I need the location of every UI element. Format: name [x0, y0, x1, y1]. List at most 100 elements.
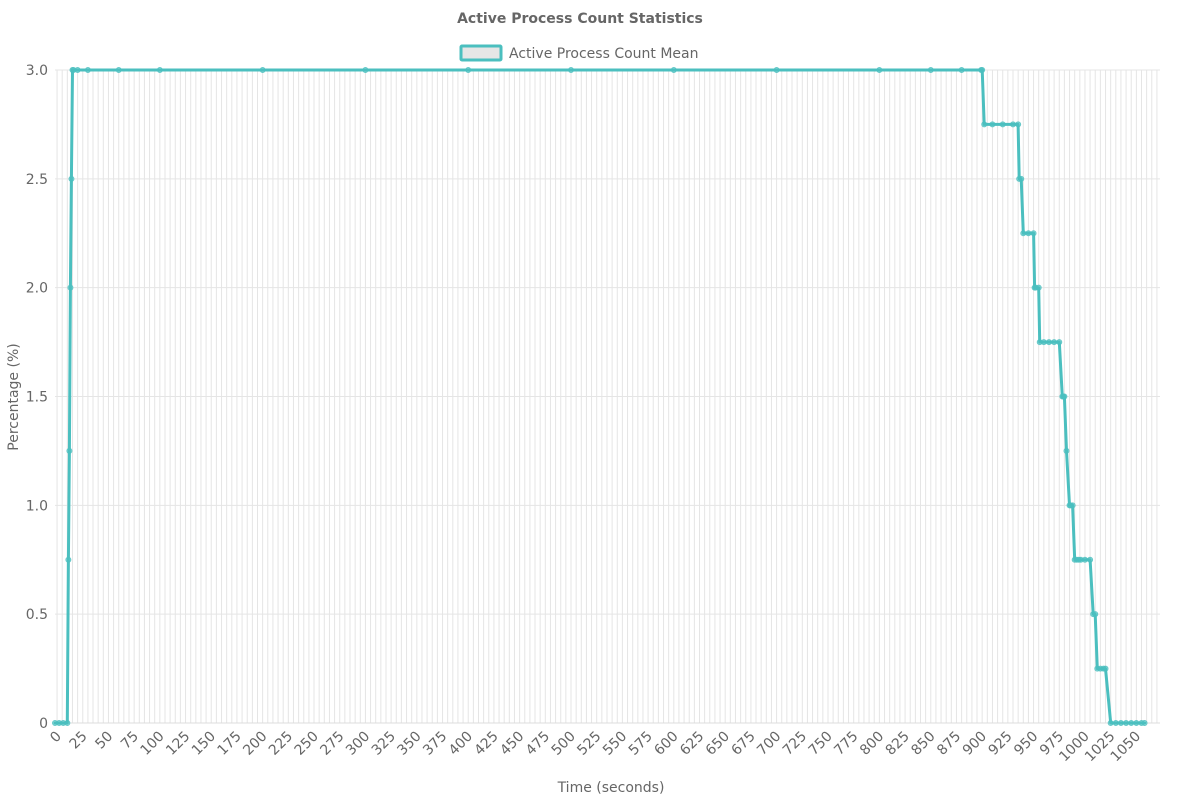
y-axis-title: Percentage (%) — [6, 343, 22, 450]
data-point[interactable] — [1123, 720, 1130, 726]
data-point[interactable] — [1051, 339, 1058, 346]
data-point[interactable] — [1010, 121, 1017, 128]
data-point[interactable] — [1112, 720, 1119, 726]
y-grid — [55, 69, 1160, 724]
x-tick-label: 875 — [934, 729, 964, 759]
x-tick-label: 650 — [703, 729, 733, 759]
x-tick-labels: 0 25 50 75100125150175200225250275300325350… — [47, 729, 1144, 766]
data-point[interactable] — [156, 67, 163, 73]
data-point[interactable] — [1040, 339, 1047, 346]
x-tick-label: 725 — [780, 729, 810, 759]
x-tick-label: 950 — [1011, 729, 1041, 759]
x-tick-label: 450 — [497, 729, 527, 759]
data-point[interactable] — [1081, 556, 1088, 563]
x-tick-label: 700 — [754, 729, 784, 759]
data-point[interactable] — [927, 67, 934, 73]
x-tick-label: 550 — [600, 729, 630, 759]
data-point[interactable] — [1141, 720, 1148, 726]
data-point[interactable] — [1133, 720, 1140, 726]
data-point[interactable] — [1092, 611, 1099, 618]
data-point[interactable] — [84, 67, 91, 73]
data-point[interactable] — [989, 121, 996, 128]
y-tick-label: 0.5 — [26, 607, 48, 623]
data-point[interactable] — [876, 67, 883, 73]
legend[interactable]: Active Process Count Mean — [459, 44, 699, 62]
data-point[interactable] — [773, 67, 780, 73]
x-tick-label: 900 — [960, 729, 990, 759]
data-point[interactable] — [1030, 230, 1037, 237]
data-point[interactable] — [1107, 720, 1114, 726]
x-tick-label: 25 — [67, 729, 91, 753]
x-tick-label: 300 — [343, 729, 373, 759]
data-point[interactable] — [465, 67, 472, 73]
y-tick-labels: 0 0.5 1.0 1.5 2.0 2.5 3.0 — [26, 63, 48, 732]
data-point[interactable] — [1018, 175, 1025, 182]
x-tick-label: 625 — [677, 729, 707, 759]
x-tick-label: 750 — [806, 729, 836, 759]
data-point[interactable] — [362, 67, 369, 73]
legend-label[interactable]: Active Process Count Mean — [509, 46, 699, 62]
data-point[interactable] — [1045, 339, 1052, 346]
series-line — [53, 68, 1147, 725]
data-point[interactable] — [65, 556, 72, 563]
y-tick-label: 3.0 — [26, 63, 48, 79]
data-point[interactable] — [1020, 230, 1027, 237]
data-point[interactable] — [958, 67, 965, 73]
x-tick-label: 100 — [137, 729, 167, 759]
x-tick-label: 350 — [394, 729, 424, 759]
data-point[interactable] — [979, 67, 986, 73]
data-point[interactable] — [64, 720, 71, 726]
data-point[interactable] — [1102, 665, 1109, 672]
data-point[interactable] — [115, 67, 122, 73]
x-tick-label: 0 — [47, 729, 65, 747]
x-tick-label: 425 — [472, 729, 502, 759]
y-tick-label: 2.0 — [26, 281, 48, 297]
data-point[interactable] — [1063, 447, 1070, 454]
series-layer — [52, 67, 1148, 726]
y-tick-label: 2.5 — [26, 172, 48, 188]
x-tick-label: 525 — [574, 729, 604, 759]
data-point[interactable] — [1069, 502, 1076, 509]
x-tick-label: 500 — [549, 729, 579, 759]
data-point[interactable] — [74, 67, 81, 73]
x-axis-title: Time (seconds) — [557, 780, 665, 796]
x-tick-label: 250 — [292, 729, 322, 759]
x-tick-label: 800 — [857, 729, 887, 759]
data-point[interactable] — [568, 67, 575, 73]
x-tick-label: 600 — [651, 729, 681, 759]
x-tick-label: 325 — [369, 729, 399, 759]
data-point[interactable] — [670, 67, 677, 73]
data-point[interactable] — [67, 284, 74, 291]
data-point[interactable] — [999, 121, 1006, 128]
data-point[interactable] — [1056, 339, 1063, 346]
x-tick-label: 400 — [446, 729, 476, 759]
x-tick-label: 475 — [523, 729, 553, 759]
data-point[interactable] — [68, 175, 75, 182]
data-point[interactable] — [1015, 121, 1022, 128]
data-point[interactable] — [66, 447, 73, 454]
x-tick-label: 225 — [266, 729, 296, 759]
data-point[interactable] — [1061, 393, 1068, 400]
data-point[interactable] — [1035, 284, 1042, 291]
x-tick-label: 575 — [626, 729, 656, 759]
x-tick-label: 850 — [908, 729, 938, 759]
data-point[interactable] — [259, 67, 266, 73]
data-point[interactable] — [1087, 556, 1094, 563]
x-tick-label: 675 — [729, 729, 759, 759]
data-point[interactable] — [1117, 720, 1124, 726]
data-point[interactable] — [1128, 720, 1135, 726]
y-tick-label: 0 — [39, 716, 48, 732]
legend-swatch[interactable] — [459, 44, 503, 62]
data-point[interactable] — [1025, 230, 1032, 237]
x-tick-label: 275 — [317, 729, 347, 759]
x-tick-label: 50 — [92, 729, 116, 753]
x-tick-label: 200 — [240, 729, 270, 759]
data-point[interactable] — [981, 121, 988, 128]
x-tick-label: 1050 — [1108, 729, 1145, 766]
chart-title: Active Process Count Statistics — [457, 11, 703, 27]
y-tick-label: 1.0 — [26, 498, 48, 514]
x-tick-label: 925 — [985, 729, 1015, 759]
x-tick-label: 775 — [831, 729, 861, 759]
